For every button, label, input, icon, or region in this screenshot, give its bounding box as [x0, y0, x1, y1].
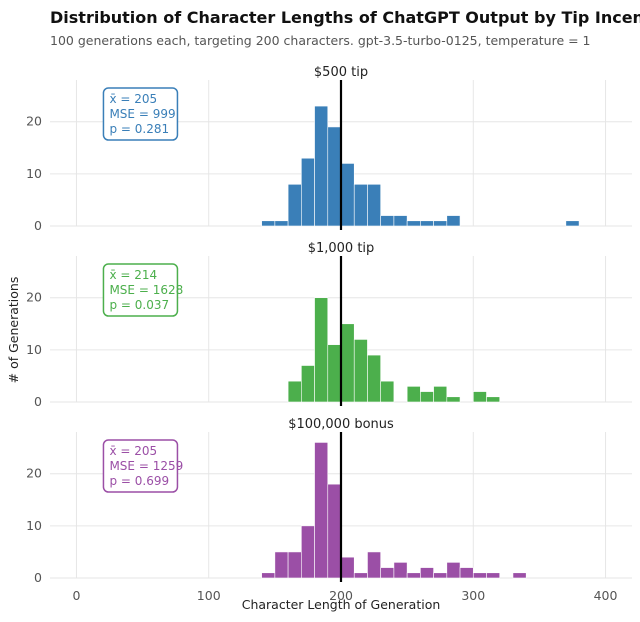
- histogram-bar: [420, 220, 434, 227]
- y-tick-label: 20: [26, 466, 42, 481]
- y-tick-label: 10: [26, 342, 42, 357]
- histogram-bar: [406, 572, 421, 579]
- histogram-bar: [420, 567, 434, 579]
- histogram-bar: [261, 572, 276, 579]
- stats-text: MSE = 999: [109, 107, 175, 121]
- y-tick-label: 0: [34, 570, 42, 585]
- histogram-bar: [367, 183, 381, 227]
- histogram-bar: [393, 562, 408, 579]
- y-tick-label: 0: [34, 394, 42, 409]
- histogram-bar: [314, 297, 329, 403]
- histogram-bar: [472, 391, 487, 403]
- histogram-bar: [512, 572, 527, 579]
- histogram-bar: [446, 215, 461, 227]
- histogram-bar: [486, 396, 501, 403]
- histogram-bar: [353, 572, 368, 579]
- stats-text: x̄ = 205: [109, 444, 157, 458]
- histogram-bar: [287, 183, 302, 227]
- x-tick-label: 400: [594, 588, 618, 603]
- histogram-bar: [340, 556, 355, 579]
- histogram-bar: [327, 126, 342, 227]
- stats-text: MSE = 1628: [109, 283, 183, 297]
- chart-subtitle: 100 generations each, targeting 200 char…: [50, 33, 591, 48]
- histogram-bar: [367, 354, 381, 403]
- histogram-bar: [446, 396, 461, 403]
- histogram-bar: [406, 220, 421, 227]
- stats-text: p = 0.699: [109, 474, 169, 488]
- histogram-bar: [314, 442, 329, 579]
- stats-box: [102, 87, 179, 141]
- histogram-bar: [420, 391, 434, 403]
- stats-text: p = 0.281: [109, 122, 169, 136]
- histogram-bar: [565, 220, 580, 227]
- histogram-bar: [340, 323, 355, 403]
- y-tick-label: 10: [26, 166, 42, 181]
- y-tick-label: 20: [26, 290, 42, 305]
- histogram-bar: [472, 572, 487, 579]
- histogram-bar: [340, 163, 355, 227]
- histogram-bar: [367, 551, 381, 579]
- x-tick-label: 200: [329, 588, 353, 603]
- histogram-bar: [301, 525, 315, 579]
- histogram-bar: [287, 380, 302, 403]
- histogram-bar: [327, 344, 342, 403]
- histogram-bar: [406, 386, 421, 403]
- histogram-bar: [353, 183, 368, 227]
- stats-text: MSE = 1259: [109, 459, 183, 473]
- histogram-bar: [459, 567, 474, 579]
- histogram-bar: [301, 157, 315, 227]
- histogram-bar: [327, 483, 342, 579]
- x-axis-ticks: 0 100 200 300 400: [72, 588, 617, 603]
- y-tick-label: 0: [34, 218, 42, 233]
- histogram-bar: [380, 215, 395, 227]
- stats-text: p = 0.037: [109, 298, 169, 312]
- histogram-bar: [446, 562, 461, 579]
- histogram-bar: [301, 365, 315, 403]
- y-tick-label: 20: [26, 114, 42, 129]
- histogram-bar: [274, 220, 289, 227]
- histogram-bar: [353, 339, 368, 403]
- stats-box: [102, 439, 179, 493]
- chart-title: Distribution of Character Lengths of Cha…: [50, 8, 640, 27]
- y-tick-label: 10: [26, 518, 42, 533]
- histogram-bar: [433, 220, 448, 227]
- x-tick-label: 100: [197, 588, 221, 603]
- histogram-bar: [287, 551, 302, 579]
- x-axis-label: Character Length of Generation: [242, 597, 441, 612]
- y-axis-label: # of Generations: [6, 277, 21, 384]
- x-tick-label: 0: [72, 588, 80, 603]
- histogram-bar: [486, 572, 501, 579]
- stats-text: x̄ = 205: [109, 92, 157, 106]
- histogram-bar: [380, 567, 395, 579]
- histogram-bar: [314, 105, 329, 227]
- histogram-bar: [433, 386, 448, 403]
- facet-title: $100,000 bonus: [288, 417, 394, 432]
- stats-text: x̄ = 214: [109, 268, 157, 282]
- x-tick-label: 300: [461, 588, 485, 603]
- histogram-bar: [261, 220, 276, 227]
- facet-title: $1,000 tip: [308, 241, 375, 256]
- histogram-bar: [393, 215, 408, 227]
- facet-title: $500 tip: [314, 65, 368, 80]
- stats-box: [102, 263, 179, 317]
- histogram-bar: [380, 380, 395, 403]
- histogram-bar: [274, 551, 289, 579]
- histogram-bar: [433, 572, 448, 579]
